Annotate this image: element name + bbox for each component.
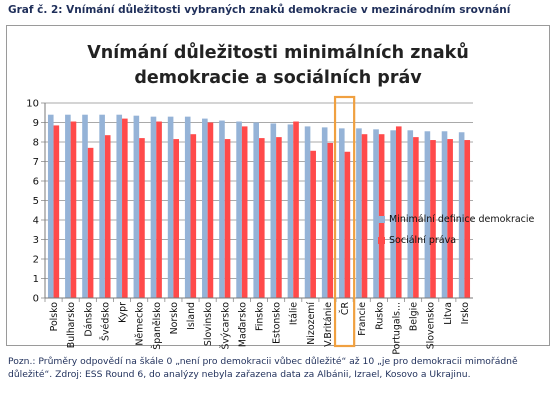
bar-social bbox=[190, 134, 197, 298]
bar-minimal bbox=[116, 114, 123, 298]
bar-minimal bbox=[356, 128, 362, 298]
bar-minimal bbox=[133, 115, 140, 298]
x-tick-label: Slovinsko bbox=[203, 302, 214, 346]
highlight-box-cr bbox=[333, 95, 356, 348]
bar-minimal bbox=[167, 116, 174, 299]
bar-social bbox=[276, 137, 282, 298]
x-tick-label: V.Británie bbox=[323, 302, 334, 347]
x-tick-label: Estonsko bbox=[272, 302, 283, 344]
legend-swatch-minimal bbox=[378, 216, 385, 223]
x-tick-label: Belgie bbox=[409, 302, 420, 331]
x-tick-label: Portugals... bbox=[391, 302, 402, 355]
bar-social bbox=[173, 139, 179, 298]
x-tick-label: Dánsko bbox=[83, 302, 94, 337]
legend-label-social: Sociální práva bbox=[389, 235, 457, 246]
bar-social bbox=[361, 134, 368, 298]
legend-label-minimal: Minimální definice demokracie bbox=[389, 214, 535, 225]
x-tick-label: Španělsko bbox=[151, 302, 163, 350]
bar-social bbox=[310, 150, 316, 298]
x-tick-label: Slovensko bbox=[426, 302, 437, 350]
y-tick-label: 9 bbox=[33, 118, 39, 129]
bar-minimal bbox=[321, 127, 328, 298]
bar-minimal bbox=[184, 116, 191, 299]
y-tick-label: 10 bbox=[26, 99, 39, 110]
x-tick-label: Francie bbox=[357, 302, 368, 336]
y-tick-label: 6 bbox=[33, 177, 39, 188]
bar-social bbox=[70, 121, 77, 299]
x-tick-label: Nizozemí bbox=[306, 302, 317, 345]
x-tick-label: Bulharsko bbox=[66, 302, 77, 348]
x-tick-label: Německo bbox=[135, 302, 146, 346]
y-tick-label: 5 bbox=[33, 196, 39, 207]
x-tick-label: Finsko bbox=[255, 302, 266, 331]
bar-social bbox=[53, 125, 60, 298]
bar-minimal bbox=[65, 114, 71, 298]
bar-minimal bbox=[82, 114, 88, 298]
legend-item-social: Sociální práva bbox=[378, 230, 534, 251]
bar-minimal bbox=[390, 130, 396, 298]
bar-minimal bbox=[424, 131, 431, 298]
x-tick-label: Island bbox=[186, 302, 197, 330]
bar-minimal bbox=[150, 116, 157, 299]
x-tick-label: Irsko bbox=[460, 302, 471, 325]
y-tick-label: 7 bbox=[33, 157, 39, 168]
bar-social bbox=[122, 118, 128, 298]
bar-minimal bbox=[407, 130, 414, 298]
bar-minimal bbox=[236, 121, 242, 299]
x-tick-label: Polsko bbox=[49, 302, 60, 332]
bar-social bbox=[104, 135, 111, 298]
y-tick-label: 4 bbox=[33, 216, 39, 227]
x-tick-label: Kypr bbox=[118, 302, 129, 323]
footnote: Pozn.: Průměry odpovědí na škále 0 „není… bbox=[8, 356, 518, 380]
chart-title-line1: Vnímání důležitosti minimálních znaků bbox=[87, 43, 469, 63]
bar-minimal bbox=[99, 114, 105, 298]
x-tick-label: Švédsko bbox=[99, 302, 111, 341]
bar-social bbox=[87, 147, 94, 298]
y-tick-label: 2 bbox=[33, 255, 39, 266]
bar-social bbox=[344, 151, 351, 298]
legend-item-minimal: Minimální definice demokracie bbox=[378, 209, 534, 230]
y-tick-label: 1 bbox=[33, 274, 39, 285]
bar-minimal bbox=[339, 128, 345, 298]
bar-social bbox=[259, 138, 265, 298]
bar-social bbox=[293, 121, 299, 299]
bar-minimal bbox=[219, 120, 225, 298]
legend-swatch-social bbox=[378, 237, 385, 244]
bar-minimal bbox=[373, 129, 379, 298]
bar-minimal bbox=[287, 124, 294, 298]
chart-legend: Minimální definice demokracie Sociální p… bbox=[378, 209, 534, 251]
x-tick-label: Švýcarsko bbox=[219, 302, 231, 350]
y-tick-label: 8 bbox=[33, 138, 39, 149]
bar-social bbox=[224, 139, 231, 298]
bar-social bbox=[447, 139, 453, 298]
x-tick-label: Norsko bbox=[169, 302, 180, 335]
x-tick-label: Litva bbox=[443, 302, 454, 325]
bar-social bbox=[139, 138, 145, 298]
x-tick-label: Maďarsko bbox=[237, 302, 248, 347]
bar-minimal bbox=[304, 126, 311, 299]
bar-social bbox=[464, 140, 471, 298]
chart-title-line2: demokracie a sociálních práv bbox=[134, 68, 422, 88]
bar-minimal bbox=[47, 114, 54, 298]
bar-social bbox=[430, 140, 436, 298]
x-tick-label: Rusko bbox=[374, 302, 385, 330]
bar-social bbox=[156, 121, 162, 299]
bar-social bbox=[413, 137, 419, 298]
bar-social bbox=[207, 122, 214, 298]
bar-minimal bbox=[270, 123, 277, 298]
bar-social bbox=[241, 126, 248, 299]
y-tick-label: 3 bbox=[33, 235, 39, 246]
figure-caption: Graf č. 2: Vnímání důležitosti vybraných… bbox=[8, 4, 511, 16]
bar-minimal bbox=[441, 131, 448, 298]
y-tick-label: 0 bbox=[33, 294, 39, 305]
bar-minimal bbox=[202, 118, 208, 298]
bar-minimal bbox=[253, 122, 259, 298]
x-tick-label: ČR bbox=[339, 302, 351, 316]
bar-social bbox=[327, 142, 334, 298]
x-tick-label: Itálie bbox=[289, 302, 300, 325]
bar-minimal bbox=[458, 132, 465, 298]
bar-social bbox=[395, 126, 402, 299]
